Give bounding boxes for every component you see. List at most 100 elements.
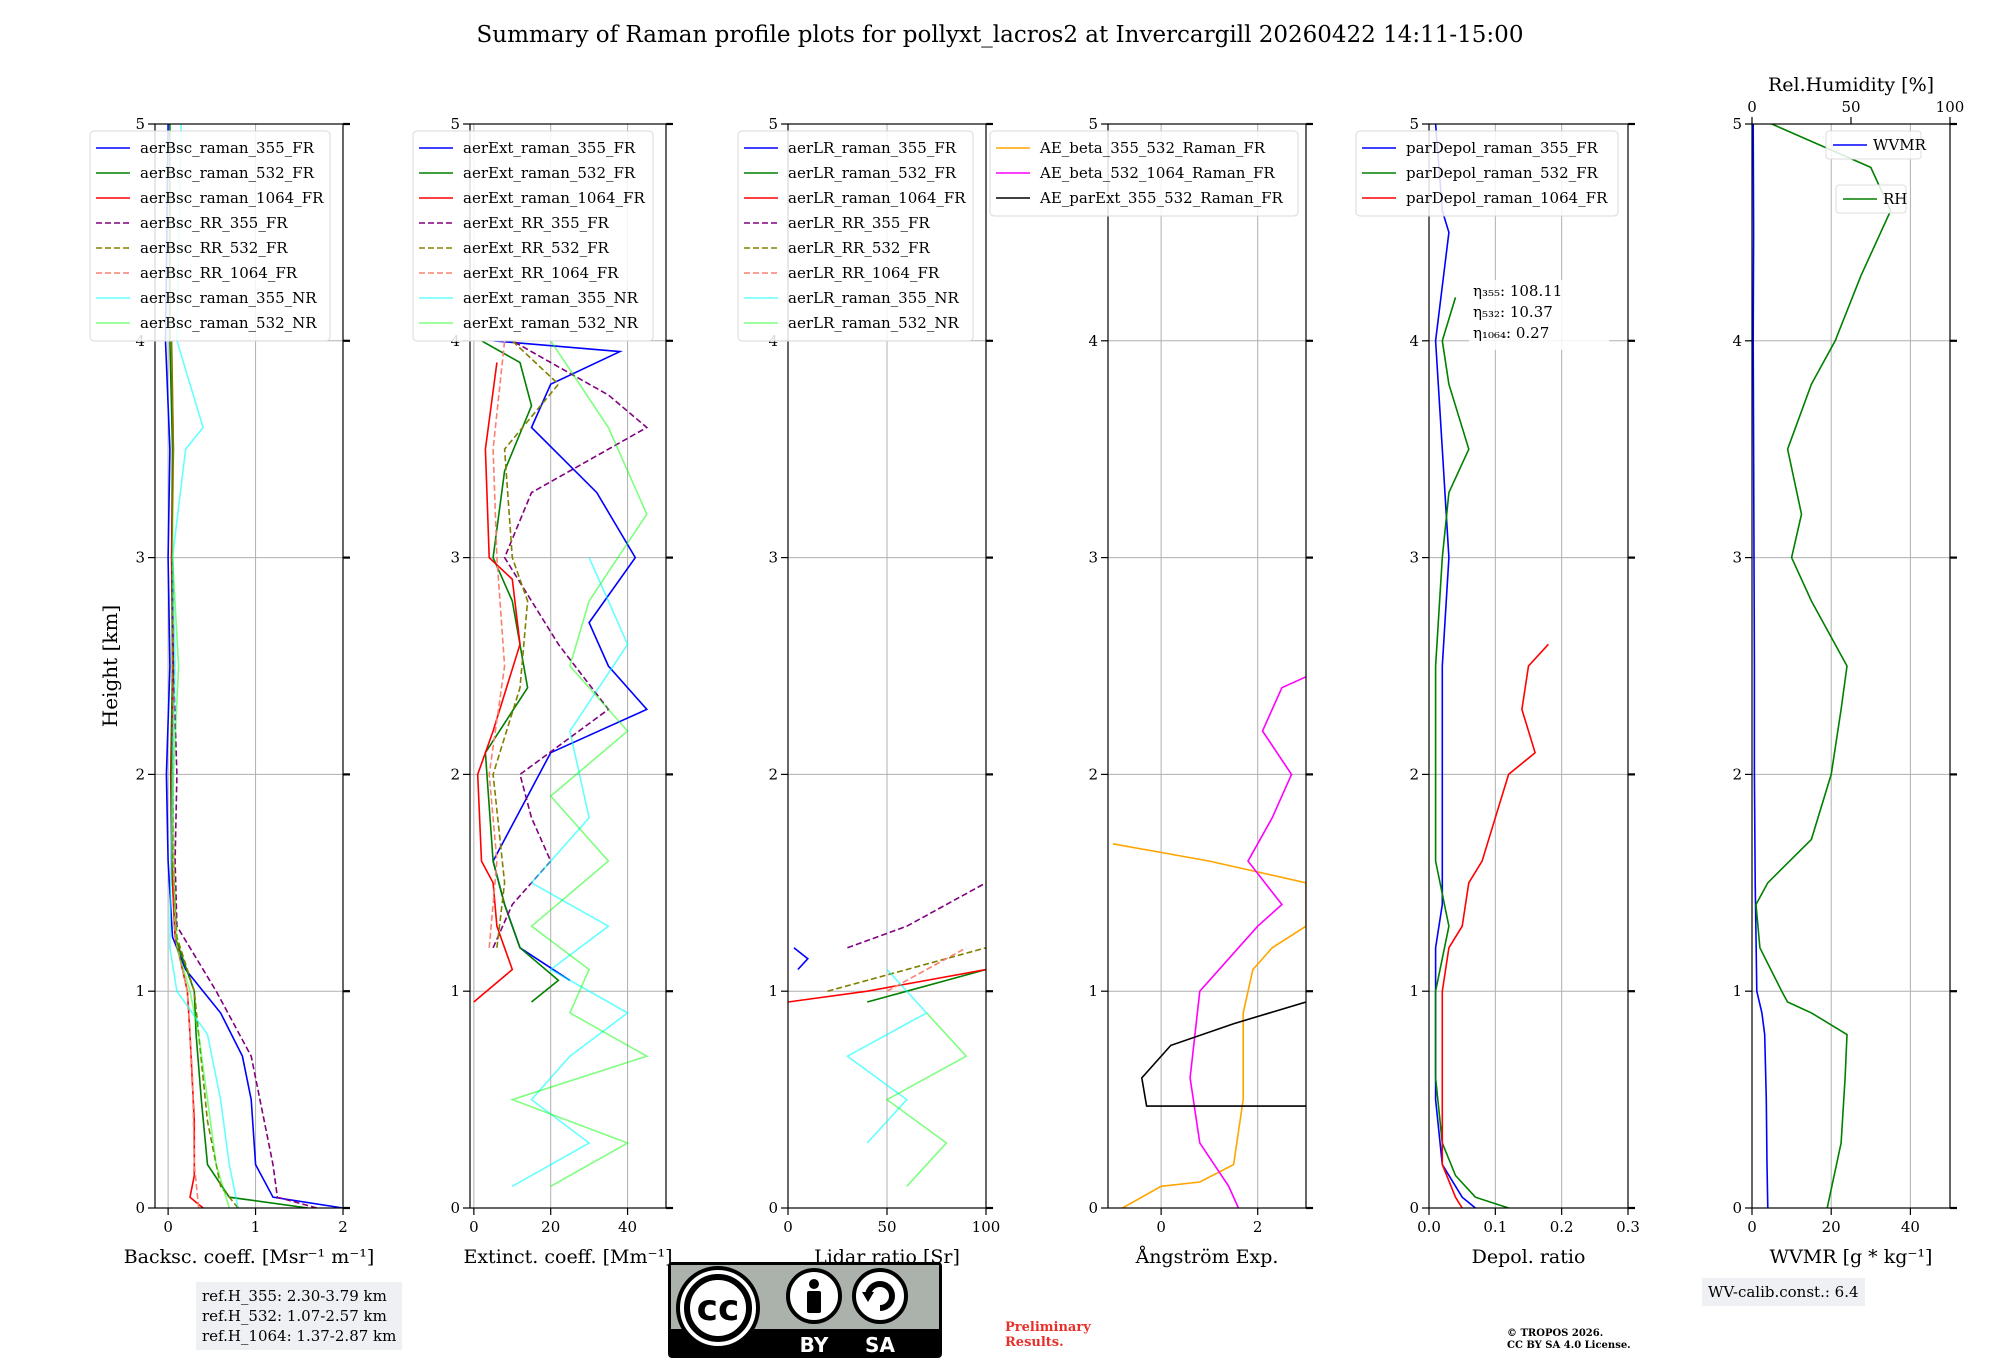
axes-frame [469, 123, 667, 1209]
y-tick-label: 1 [450, 982, 460, 1000]
x-tick-label: 0.2 [1550, 1218, 1574, 1236]
figure-title: Summary of Raman profile plots for polly… [476, 22, 1524, 48]
panel-backscatter: 012345012Backsc. coeff. [Msr⁻¹ m⁻¹]aerBs… [89, 115, 374, 1268]
wv-calib-box: WV-calib.const.: 6.4 [1702, 1278, 1865, 1306]
axes-frame [1107, 123, 1307, 1209]
series-line-aerExt_raman_355_NR [511, 557, 630, 1187]
legend-box [1825, 130, 1922, 160]
y-tick-label: 1 [1409, 982, 1419, 1000]
y-tick-label: 0 [768, 1199, 778, 1217]
series-line-aerLR_raman_532_NR [885, 1012, 968, 1187]
x-tick-label: 0.3 [1616, 1218, 1640, 1236]
series-line-aerExt_raman_532_FR [481, 340, 560, 1003]
series-line-parDepol_raman_355_FR [1434, 124, 1476, 1208]
ref-height-1064: ref.H_1064: 1.37-2.87 km [202, 1327, 397, 1345]
legend-box [89, 130, 331, 342]
x-tick-label: 0 [1156, 1218, 1166, 1236]
series-line-aerLR_RR_1064_FR [886, 947, 967, 992]
x-axis-label: WVMR [g * kg⁻¹] [1770, 1246, 1933, 1268]
x-tick-label: 20 [541, 1218, 560, 1236]
y-tick-label: 4 [1088, 332, 1098, 350]
series-line-aerBsc_raman_355_NR [169, 124, 239, 1208]
x-tick-label: 0.1 [1483, 1218, 1507, 1236]
share-alike-icon [852, 1268, 908, 1324]
ref-height-532: ref.H_532: 1.07-2.57 km [202, 1307, 387, 1325]
preliminary-line-1: Preliminary [1005, 1320, 1091, 1335]
x-tick-label: 0.0 [1417, 1218, 1441, 1236]
y-tick-label: 5 [1409, 115, 1419, 133]
eta-annotation: η₃₅₅: 108.11 η₅₃₂: 10.37 η₁₀₆₄: 0.27 [1469, 280, 1609, 350]
copyright-line-2: CC BY SA 4.0 License. [1507, 1340, 1631, 1351]
legend-label: aerLR_RR_1064_FR [788, 264, 940, 282]
eta-label: η₅₃₂: 10.37 [1473, 303, 1553, 321]
series-line-aerBsc_RR_355_FR [171, 557, 318, 1208]
y-tick-label: 4 [1409, 332, 1419, 350]
series-group [1752, 124, 1892, 1208]
x-tick-label: 50 [877, 1218, 896, 1236]
legend-label: aerBsc_RR_532_FR [140, 239, 288, 257]
y-tick-label: 2 [450, 765, 460, 783]
y-tick-label: 1 [768, 982, 778, 1000]
legend-box [737, 130, 974, 342]
y-tick-label: 2 [135, 765, 145, 783]
x-axis-label: Ångström Exp. [1135, 1246, 1279, 1268]
legend-label: aerLR_raman_1064_FR [788, 189, 966, 207]
series-line-parDepol_raman_532_FR [1434, 297, 1509, 1208]
x-tick-label: 0 [469, 1218, 479, 1236]
panel-angstrom: 0 1 2 3 4 5 0 2 Ångström Exp. AE_beta_355_532_Ram… [989, 115, 1313, 1268]
series-line-aerExt_RR_1064_FR [488, 340, 506, 948]
series-line-parDepol_raman_1064_FR [1441, 643, 1549, 1208]
legend-label: aerBsc_raman_355_NR [140, 289, 317, 307]
legend-label: aerExt_raman_355_FR [463, 139, 636, 157]
y-tick-label: 2 [768, 765, 778, 783]
legend-label: aerBsc_RR_1064_FR [140, 264, 298, 282]
legend-label: aerBsc_raman_1064_FR [140, 189, 324, 207]
y-tick-label: 0 [450, 1199, 460, 1217]
legend: aerLR_raman_355_FR aerLR_raman_532_FR aerL… [737, 130, 974, 342]
legend-label: parDepol_raman_532_FR [1406, 164, 1599, 182]
legend: WVMR RH [1825, 130, 1927, 214]
legend-label: RH [1883, 190, 1907, 208]
x-tick-label: 0 [783, 1218, 793, 1236]
series-line-AE_beta_355_532_Raman_FR [1112, 843, 1306, 1208]
legend-label: aerExt_raman_532_NR [463, 314, 639, 332]
y-tick-label: 1 [135, 982, 145, 1000]
legend-label: aerExt_RR_532_FR [463, 239, 610, 257]
series-line-aerLR_raman_355_FR [793, 947, 809, 971]
series-line-aerExt_raman_1064_FR [473, 362, 521, 1003]
y-tick-label: 5 [1732, 115, 1742, 133]
legend-label: aerBsc_raman_532_NR [140, 314, 317, 332]
legend-box [1355, 130, 1619, 217]
preliminary-line-2: Results. [1005, 1335, 1064, 1350]
series-group [473, 340, 649, 1187]
wv-calib-label: WV-calib.const.: 6.4 [1708, 1283, 1859, 1301]
legend: aerBsc_raman_355_FR aerBsc_raman_532_FRae… [89, 130, 331, 342]
copyright-note: © TROPOS 2026. CC BY SA 4.0 License. [1507, 1328, 1631, 1352]
y-tick-label: 3 [135, 549, 145, 567]
x-tick-label: 2 [1253, 1218, 1263, 1236]
eta-label: η₃₅₅: 108.11 [1473, 282, 1562, 300]
legend-label: aerLR_raman_355_NR [788, 289, 959, 307]
series-group [788, 882, 986, 1187]
x-tick-label: 0 [1747, 1218, 1757, 1236]
x-tick-label: 1 [251, 1218, 261, 1236]
preliminary-note: Preliminary Results. [1005, 1320, 1091, 1350]
legend-label: aerBsc_raman_532_FR [140, 164, 315, 182]
series-group [1112, 676, 1306, 1208]
x-axis-label: Extinct. coeff. [Mm⁻¹] [463, 1246, 672, 1268]
y-tick-label: 3 [1088, 549, 1098, 567]
top-x-axis-label: Rel.Humidity [%] [1768, 74, 1934, 96]
axes-frame [1428, 123, 1629, 1209]
x-tick-label: 2 [338, 1218, 348, 1236]
y-tick-label: 5 [135, 115, 145, 133]
panel-lidar-ratio: 012345050100Lidar ratio [Sr]aerLR_raman_… [737, 115, 1000, 1268]
y-tick-label: 0 [1088, 1199, 1098, 1217]
x-axis-label: Depol. ratio [1472, 1246, 1586, 1268]
legend-label: aerExt_RR_1064_FR [463, 264, 619, 282]
y-tick-label: 2 [1732, 765, 1742, 783]
legend-label: aerExt_RR_355_FR [463, 214, 610, 232]
y-tick-label: 5 [450, 115, 460, 133]
panel-extinction: 01234502040Extinct. coeff. [Mm⁻¹]aerExt_… [412, 115, 673, 1268]
series-line-AE_beta_532_1064_Raman_FR [1189, 676, 1306, 1208]
